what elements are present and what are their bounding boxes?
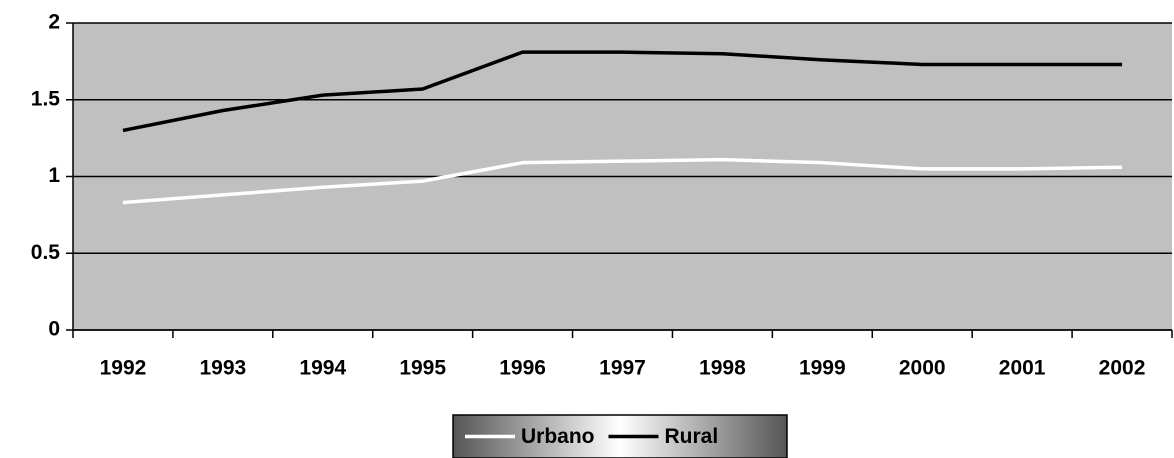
- x-tick-label: 2001: [999, 357, 1046, 380]
- x-tick-label: 1992: [100, 357, 147, 380]
- line: [122, 157, 1123, 205]
- y-tick-label: 2: [48, 11, 60, 34]
- x-tick-label: 1999: [799, 357, 846, 380]
- x-tick-label: 1998: [699, 357, 746, 380]
- x-tick-label: 2000: [899, 357, 946, 380]
- x-tick-label: 1996: [499, 357, 546, 380]
- y-tick-label: 1: [48, 164, 60, 187]
- x-tick-label: 1995: [399, 357, 446, 380]
- y-tick-label: 0: [48, 318, 60, 341]
- x-tick-label: 1993: [200, 357, 247, 380]
- line: [122, 50, 1123, 133]
- legend-label: Urbano: [521, 425, 595, 448]
- legend-label: Rural: [665, 425, 719, 448]
- x-tick-label: 1994: [299, 357, 346, 380]
- y-tick-label: 0.5: [31, 241, 61, 264]
- y-tick-label: 1.5: [31, 87, 61, 110]
- x-tick-label: 1997: [599, 357, 646, 380]
- x-tick-label: 2002: [1099, 357, 1146, 380]
